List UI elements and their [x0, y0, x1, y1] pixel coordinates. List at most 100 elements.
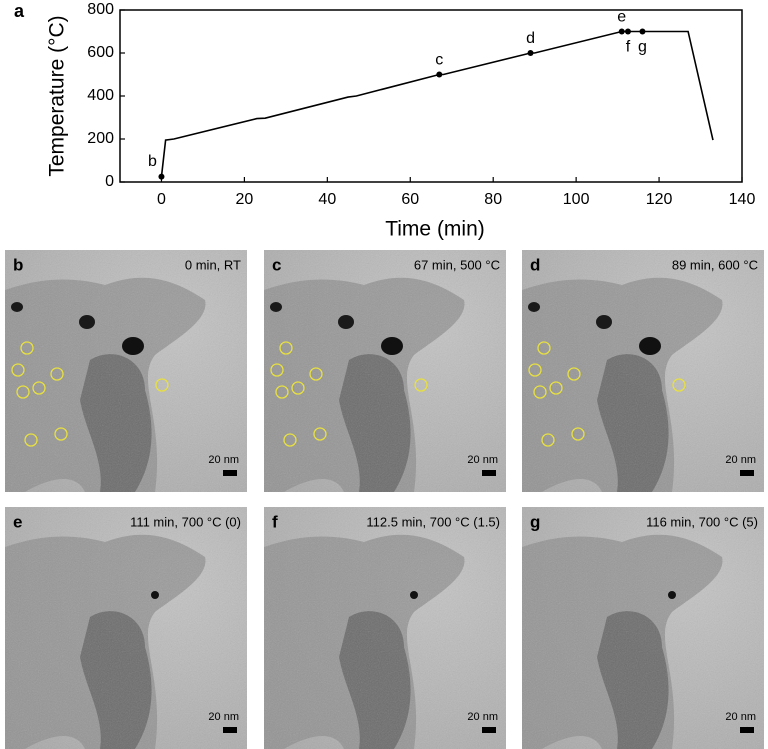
- x-tick-label: 0: [157, 191, 166, 208]
- scale-bar: [223, 727, 237, 733]
- particle: [338, 315, 354, 329]
- particle: [596, 315, 612, 329]
- x-tick-label: 40: [318, 191, 336, 208]
- scale-bar: [482, 470, 496, 476]
- marker-circle: [549, 381, 563, 395]
- noise: [5, 507, 247, 749]
- x-tick-label: 140: [729, 191, 756, 208]
- marker-circle: [533, 385, 547, 399]
- point-label: g: [638, 39, 647, 56]
- particle: [668, 591, 676, 599]
- time-point: [624, 28, 631, 35]
- scale-text: 20 nm: [725, 454, 756, 466]
- panel-caption: 112.5 min, 700 °C (1.5): [366, 514, 500, 529]
- scale-bar: [740, 470, 754, 476]
- panel-caption: 89 min, 600 °C: [672, 257, 758, 272]
- marker-circle: [528, 363, 542, 377]
- panel-letter: b: [13, 255, 23, 274]
- marker-circle: [291, 381, 305, 395]
- micrograph-panel: d 89 min, 600 °C 20 nm: [522, 250, 764, 492]
- marker-circle: [414, 378, 428, 392]
- panel-caption: 67 min, 500 °C: [414, 257, 500, 272]
- noise: [522, 507, 764, 749]
- point-label: f: [626, 39, 631, 56]
- scale-text: 20 nm: [208, 711, 239, 723]
- time-point: [436, 71, 443, 78]
- noise: [5, 250, 247, 492]
- scale-text: 20 nm: [725, 711, 756, 723]
- marker-circle: [283, 433, 297, 447]
- panel-caption: 111 min, 700 °C (0): [130, 514, 241, 529]
- scale-bar: [482, 727, 496, 733]
- marker-circle: [313, 427, 327, 441]
- marker-circle: [20, 341, 34, 355]
- micrograph-panel: g 116 min, 700 °C (5) 20 nm: [522, 507, 764, 749]
- marker-circle: [24, 433, 38, 447]
- marker-circle: [54, 427, 68, 441]
- point-label: e: [617, 9, 626, 26]
- x-tick-label: 120: [646, 191, 673, 208]
- point-label: b: [148, 153, 157, 170]
- x-axis-label: Time (min): [385, 218, 485, 241]
- particle: [11, 302, 23, 312]
- point-label: d: [526, 30, 535, 47]
- particle: [381, 337, 403, 355]
- y-tick-label: 800: [87, 1, 114, 18]
- marker-circle: [567, 367, 581, 381]
- marker-circle: [275, 385, 289, 399]
- particle: [639, 337, 661, 355]
- scale-text: 20 nm: [467, 454, 498, 466]
- scale-bar: [740, 727, 754, 733]
- marker-circle: [541, 433, 555, 447]
- marker-circle: [537, 341, 551, 355]
- micrograph-panel: f 112.5 min, 700 °C (1.5) 20 nm: [264, 507, 506, 749]
- panel-caption: 0 min, RT: [185, 257, 241, 272]
- point-label: c: [435, 52, 443, 69]
- particle: [151, 591, 159, 599]
- noise: [264, 250, 506, 492]
- marker-circle: [571, 427, 585, 441]
- marker-circle: [672, 378, 686, 392]
- marker-circle: [11, 363, 25, 377]
- x-tick-label: 20: [236, 191, 254, 208]
- panel-letter: g: [530, 512, 540, 531]
- particle: [528, 302, 540, 312]
- y-tick-label: 200: [87, 130, 114, 147]
- marker-circle: [270, 363, 284, 377]
- panel-letter: c: [272, 255, 281, 274]
- y-axis-label: Temperature (°C): [46, 15, 69, 176]
- marker-circle: [50, 367, 64, 381]
- x-tick-label: 60: [401, 191, 419, 208]
- marker-circle: [309, 367, 323, 381]
- panel-letter: e: [13, 512, 22, 531]
- panel-caption: 116 min, 700 °C (5): [646, 514, 758, 529]
- time-point: [158, 173, 165, 180]
- particle: [79, 315, 95, 329]
- marker-circle: [279, 341, 293, 355]
- y-tick-label: 600: [87, 44, 114, 61]
- micrograph-panel: c 67 min, 500 °C 20 nm: [264, 250, 506, 492]
- y-tick-label: 400: [87, 87, 114, 104]
- scale-text: 20 nm: [208, 454, 239, 466]
- y-tick-label: 0: [105, 173, 114, 190]
- micrograph-panel: b 0 min, RT 20 nm: [5, 250, 247, 492]
- x-tick-label: 80: [484, 191, 502, 208]
- scale-bar: [223, 470, 237, 476]
- micrograph-panel: e 111 min, 700 °C (0) 20 nm: [5, 507, 247, 749]
- time-point: [639, 28, 646, 35]
- particle: [270, 302, 282, 312]
- marker-circle: [155, 378, 169, 392]
- scale-text: 20 nm: [467, 711, 498, 723]
- panel-label: a: [14, 1, 25, 21]
- panel-letter: d: [530, 255, 540, 274]
- panel-letter: f: [272, 512, 278, 531]
- particle: [122, 337, 144, 355]
- time-point: [527, 50, 534, 56]
- time-point: [618, 28, 625, 35]
- x-tick-label: 100: [563, 191, 590, 208]
- noise: [264, 507, 506, 749]
- particle: [410, 591, 418, 599]
- noise: [522, 250, 764, 492]
- plot-frame: [119, 9, 743, 183]
